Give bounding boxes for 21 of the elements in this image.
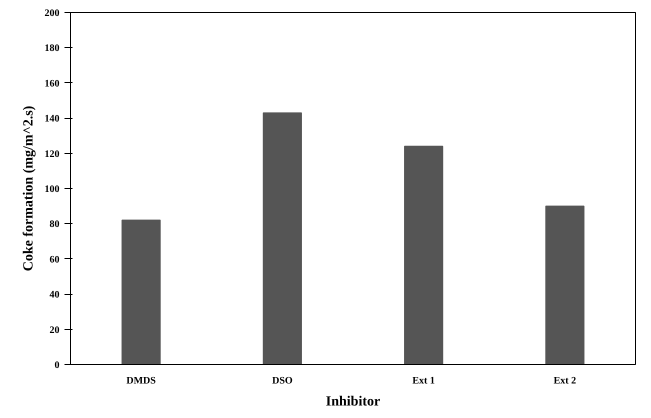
- bar: [262, 112, 302, 364]
- y-tick-label: 0: [54, 360, 60, 371]
- y-tick-label: 40: [50, 290, 60, 301]
- y-tick-label: 100: [44, 184, 60, 195]
- x-axis-title: Inhibitor: [326, 394, 380, 410]
- y-tick-label: 140: [44, 114, 60, 125]
- y-tick-label: 180: [44, 43, 60, 54]
- x-tick-label: Ext 2: [554, 376, 576, 386]
- y-tick-label: 60: [50, 254, 60, 266]
- x-tick-label: DSO: [272, 376, 293, 386]
- y-tick-label: 200: [44, 8, 60, 19]
- bar: [122, 220, 161, 364]
- y-tick-label: 120: [44, 148, 60, 160]
- y-tick-label: 80: [50, 219, 60, 230]
- x-tick-label: Ext 1: [412, 376, 435, 386]
- bar: [545, 206, 584, 364]
- y-tick-label: 160: [44, 78, 60, 90]
- y-tick-label: 20: [50, 324, 60, 336]
- x-tick-label: DMDS: [126, 376, 156, 386]
- bar: [404, 146, 444, 364]
- y-axis-title: Coke formation (mg/m^2.s): [22, 105, 36, 272]
